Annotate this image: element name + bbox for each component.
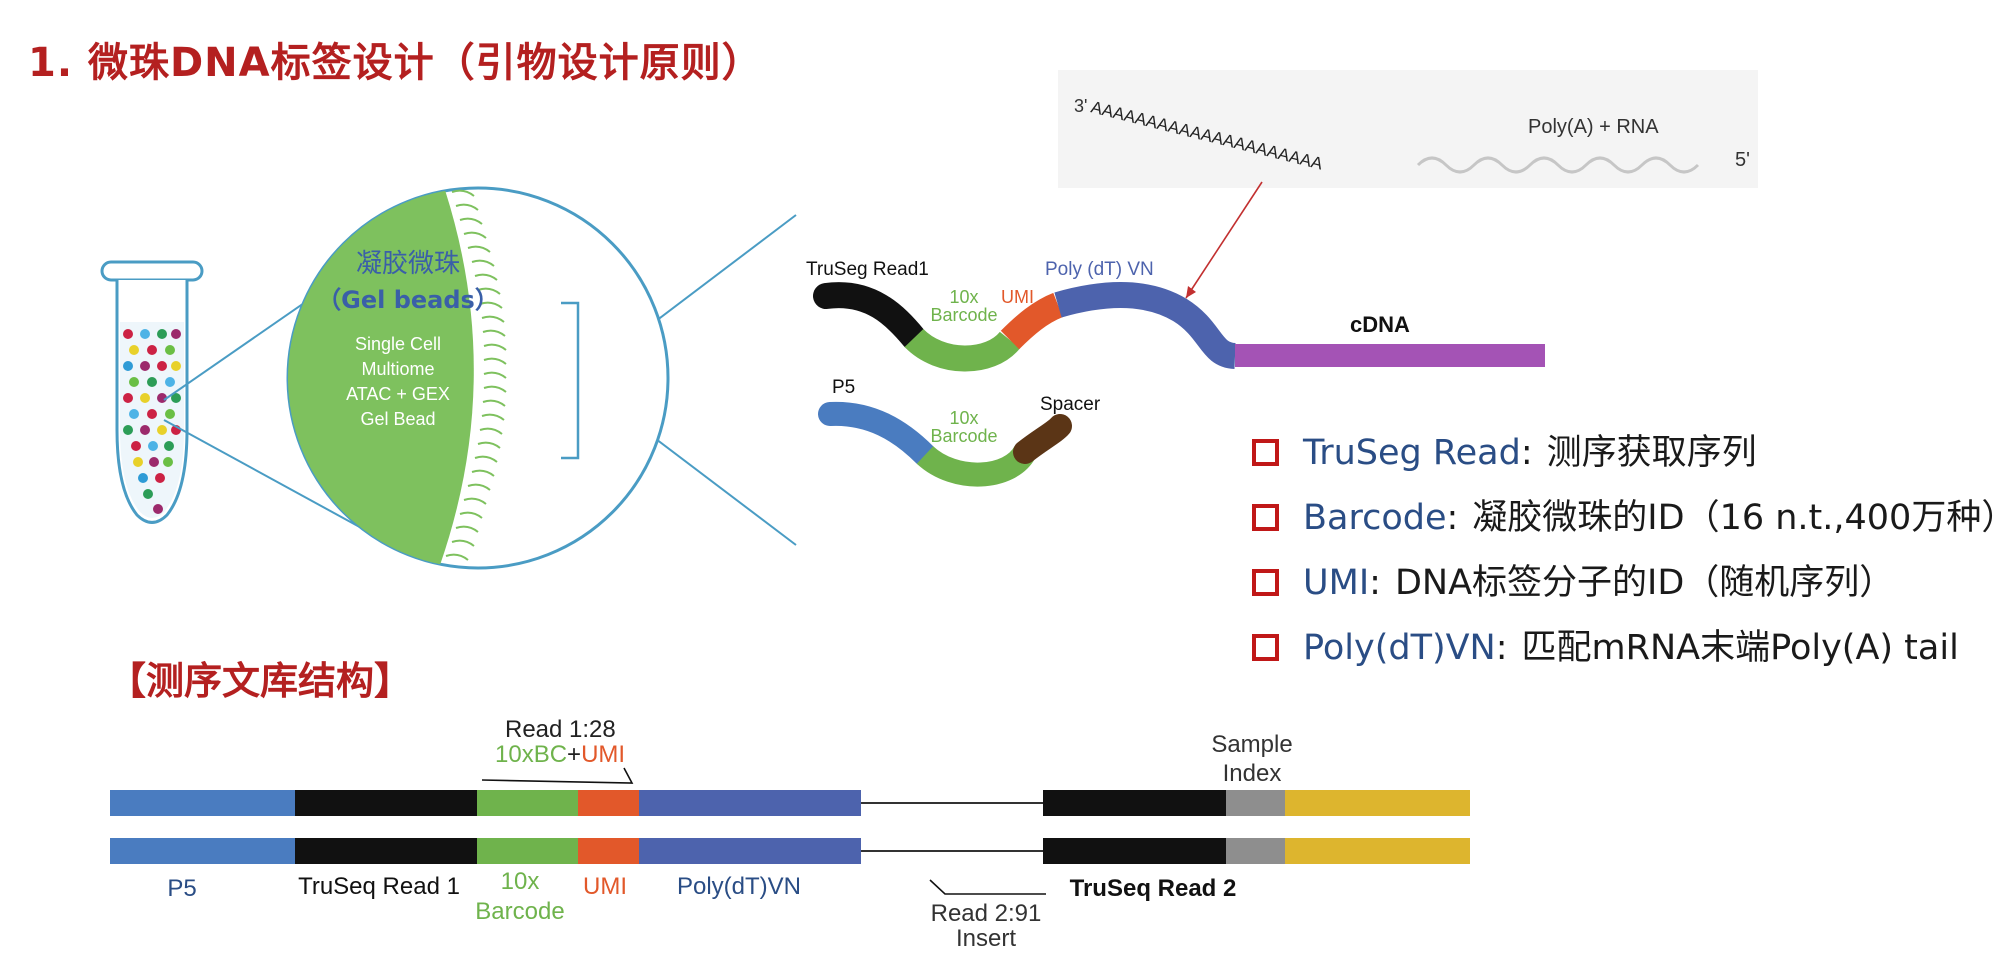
lib-bot-truseq2: [1043, 838, 1226, 864]
oligo2-p5: [818, 401, 937, 467]
lib-top-p7: [1285, 790, 1470, 816]
legend-term: TruSeg Read: [1303, 432, 1521, 473]
oligo2-p5-label: P5: [832, 377, 855, 398]
page-title: 1. 微珠DNA标签设计（引物设计原则）: [28, 40, 763, 86]
oligo2-spacer: [1013, 414, 1072, 464]
oligo1-barcode-label-1: 10x: [949, 287, 978, 307]
lib-bot-barcode: [477, 838, 578, 864]
checkbox-icon: [1252, 634, 1279, 661]
oligo1-umi: [1000, 292, 1064, 350]
legend-sep: :: [1369, 562, 1381, 603]
lib-bot-umi: [578, 838, 639, 864]
legend-term: Barcode: [1303, 497, 1447, 538]
bead-desc-1: Single Cell: [355, 334, 441, 354]
oligo2-spacer-label: Spacer: [1040, 394, 1101, 415]
bead-desc-3: ATAC + GEX: [346, 384, 450, 404]
legend-desc: 测序获取序列: [1546, 432, 1757, 473]
lib-label-insert: Insert: [956, 925, 1016, 952]
read1-detail: 10xBC+UMI: [495, 741, 625, 768]
lib-label-polydt: Poly(dT)VN: [677, 873, 801, 900]
checkbox-icon: [1252, 504, 1279, 531]
legend-item-umi: UMI : DNA标签分子的ID（随机序列）: [1252, 550, 1994, 615]
hybridize-arrowhead: [1186, 286, 1196, 298]
library-structure: [110, 767, 1470, 895]
legend-sep: :: [1446, 497, 1459, 538]
read1-label: Read 1:28: [505, 716, 616, 743]
bead-name-cn: 凝胶微珠: [356, 249, 460, 279]
oligo2-barcode-label-2: Barcode: [930, 426, 997, 446]
oligo1-cdna-label: cDNA: [1350, 312, 1410, 337]
oligo1-cdna: [1235, 344, 1545, 367]
bead-desc-2: Multiome: [361, 359, 434, 379]
legend-desc: 匹配mRNA末端Poly(A) tail: [1521, 627, 1959, 668]
lib-top-index: [1226, 790, 1285, 816]
lib-label-p5: P5: [167, 875, 196, 902]
lib-top-umi: [578, 790, 639, 816]
polya-rna: 3' AAAAAAAAAAAAAAAAAAAAA Poly(A) + RNA 5…: [1058, 70, 1758, 299]
lib-bot-truseq1: [295, 838, 477, 864]
lib-label-umi: UMI: [583, 873, 627, 900]
legend-item-barcode: Barcode : 凝胶微珠的ID（16 n.t.,400万种）: [1252, 485, 1994, 550]
checkbox-icon: [1252, 439, 1279, 466]
rna-background: [1058, 70, 1758, 188]
lib-label-read2: Read 2:91: [931, 900, 1042, 927]
tube-beads: [123, 329, 181, 514]
oligo1-polydt-label: Poly (dT) VN: [1045, 259, 1154, 280]
lib-top-truseq2: [1043, 790, 1226, 816]
tube-cap: [100, 260, 204, 282]
tube-icon: [100, 260, 204, 524]
oligo1-barcode: [904, 328, 1021, 372]
legend-term: UMI: [1303, 562, 1370, 603]
oligo1-polydt: [1054, 282, 1237, 369]
lib-label-truseq2: TruSeq Read 2: [1070, 875, 1237, 902]
lib-label-barcode-1: 10x: [501, 868, 540, 895]
oligo2-barcode-label-1: 10x: [949, 408, 978, 428]
legend-sep: :: [1520, 432, 1533, 473]
lib-bot-polydt: [639, 838, 861, 864]
legend-term: Poly(dT)VN: [1303, 627, 1496, 668]
lib-bot-index: [1226, 838, 1285, 864]
hybridize-arrow: [1185, 181, 1263, 299]
rna-label: Poly(A) + RNA: [1528, 116, 1659, 138]
sample-index-label-2: Index: [1223, 760, 1282, 787]
sample-index-label-1: Sample: [1211, 731, 1292, 758]
read1-bracket: [481, 767, 634, 784]
legend-item-polydt: Poly(dT)VN : 匹配mRNA末端Poly(A) tail: [1252, 615, 1994, 680]
rna-strand: [1416, 156, 1700, 174]
lib-top-barcode: [477, 790, 578, 816]
oligo-capture: [813, 282, 1545, 372]
library-section-title: 【测序文库结构】: [108, 659, 413, 703]
lib-label-truseq1: TruSeq Read 1: [298, 873, 460, 900]
read2-bracket: [929, 879, 1046, 895]
legend-desc: 凝胶微珠的ID（16 n.t.,400万种）: [1472, 497, 1994, 538]
oligo1-truseq: [813, 282, 927, 351]
lib-top-polydt: [639, 790, 861, 816]
oligo1-truseq-label: TruSeg Read1: [806, 259, 929, 280]
lib-top-truseq1: [295, 790, 477, 816]
oligo1-umi-label: UMI: [1001, 287, 1034, 307]
rna-5prime: 5': [1735, 149, 1750, 171]
checkbox-icon: [1252, 569, 1279, 596]
legend-item-truseq: TruSeg Read : 测序获取序列: [1252, 420, 1994, 485]
legend: TruSeg Read : 测序获取序列 Barcode : 凝胶微珠的ID（1…: [1252, 420, 1994, 680]
bead-name-en: （Gel beads）: [317, 286, 499, 314]
lib-label-barcode-2: Barcode: [475, 898, 564, 925]
gel-bead: [288, 190, 474, 565]
legend-desc: DNA标签分子的ID（随机序列）: [1394, 562, 1895, 603]
lib-top-p5: [110, 790, 295, 816]
bead-desc-4: Gel Bead: [360, 409, 435, 429]
oligo1-barcode-label-2: Barcode: [930, 305, 997, 325]
oligo2-barcode: [916, 445, 1036, 487]
legend-sep: :: [1495, 627, 1508, 668]
lib-bot-p7: [1285, 838, 1470, 864]
lib-bot-p5: [110, 838, 295, 864]
bead-magnifier: 凝胶微珠 （Gel beads） Single Cell Multiome AT…: [286, 186, 670, 570]
oligo-atac: [818, 401, 1072, 487]
rna-3prime: 3': [1074, 96, 1087, 116]
